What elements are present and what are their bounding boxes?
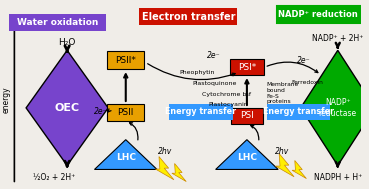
Text: Plastocyanin: Plastocyanin <box>209 102 249 107</box>
Text: OEC: OEC <box>55 103 80 113</box>
Text: Plastoquinone: Plastoquinone <box>192 81 237 86</box>
Text: ½O₂ + 2H⁺: ½O₂ + 2H⁺ <box>33 173 76 182</box>
Text: PSI: PSI <box>240 111 254 120</box>
Text: Electron transfer: Electron transfer <box>142 12 235 22</box>
Polygon shape <box>276 154 294 177</box>
Text: 2hv: 2hv <box>275 147 289 156</box>
Polygon shape <box>155 156 174 180</box>
FancyBboxPatch shape <box>107 105 144 121</box>
Text: 2e⁻: 2e⁻ <box>297 56 310 65</box>
Polygon shape <box>292 160 306 179</box>
Polygon shape <box>301 50 369 166</box>
FancyBboxPatch shape <box>277 6 360 23</box>
Text: Water oxidation: Water oxidation <box>17 18 98 27</box>
Polygon shape <box>94 140 157 170</box>
FancyBboxPatch shape <box>231 108 262 124</box>
FancyBboxPatch shape <box>230 59 263 75</box>
Text: Cytochrome b₆f: Cytochrome b₆f <box>202 91 251 97</box>
Text: LHC: LHC <box>237 153 257 162</box>
FancyBboxPatch shape <box>107 51 144 69</box>
FancyBboxPatch shape <box>139 8 237 25</box>
Text: PSI*: PSI* <box>238 63 256 72</box>
Text: NADPH + H⁺: NADPH + H⁺ <box>314 173 362 182</box>
Text: Energy transfer: Energy transfer <box>165 107 237 116</box>
FancyBboxPatch shape <box>267 104 331 120</box>
Text: PSII*: PSII* <box>115 56 136 65</box>
Text: PSII: PSII <box>118 108 134 117</box>
Text: energy: energy <box>2 87 11 113</box>
Polygon shape <box>172 163 186 182</box>
Text: Pheophytin: Pheophytin <box>179 70 215 75</box>
Text: 2e⁻: 2e⁻ <box>93 107 107 116</box>
Text: 2hv: 2hv <box>158 147 172 156</box>
Text: H₂O: H₂O <box>58 38 76 47</box>
Text: NADP⁺ reduction: NADP⁺ reduction <box>278 10 358 19</box>
Polygon shape <box>26 50 108 166</box>
Text: Ferredoxin: Ferredoxin <box>292 80 324 85</box>
Text: Membrane
bound
Fe-S
proteins: Membrane bound Fe-S proteins <box>266 82 299 105</box>
Text: Energy transfer: Energy transfer <box>263 107 334 116</box>
Text: LHC: LHC <box>116 153 136 162</box>
Text: NADP⁺ + 2H⁺: NADP⁺ + 2H⁺ <box>312 34 363 43</box>
FancyBboxPatch shape <box>8 14 106 31</box>
Text: 2e⁻: 2e⁻ <box>207 51 221 60</box>
Text: NADP⁺
reductase: NADP⁺ reductase <box>319 98 357 118</box>
FancyBboxPatch shape <box>169 104 233 120</box>
Polygon shape <box>215 140 278 170</box>
